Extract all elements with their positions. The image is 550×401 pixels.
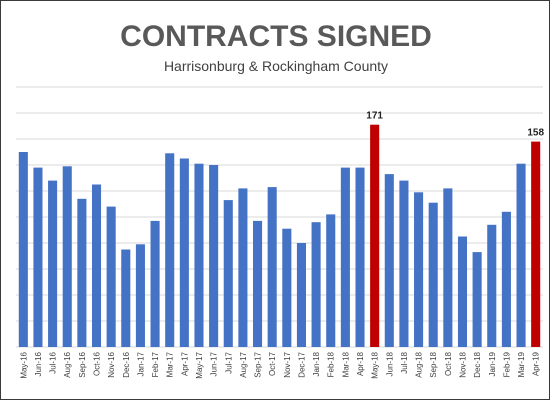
x-tick-label: Apr-18 xyxy=(356,351,365,376)
x-tick-label: Jan-18 xyxy=(312,351,321,376)
bars xyxy=(18,124,541,347)
x-tick-label: Aug-18 xyxy=(415,351,424,377)
x-tick-label: Jul-18 xyxy=(400,351,409,373)
bar-aug-18 xyxy=(414,192,424,347)
data-label-may-18: 171 xyxy=(366,111,383,122)
x-tick-label: May-18 xyxy=(371,351,380,378)
x-tick-label: Mar-17 xyxy=(166,351,175,377)
x-tick-label: Aug-16 xyxy=(63,351,72,377)
bar-dec-16 xyxy=(121,249,131,347)
x-axis-tick-labels: May-16 Jun-16 Jul-16 Aug-16 Sep-16 Oct-16 Nov-… xyxy=(19,351,540,378)
bar-nov-18 xyxy=(457,236,468,347)
x-tick-label: Nov-17 xyxy=(283,351,292,377)
bar-oct-16 xyxy=(91,184,102,347)
x-tick-label: Nov-18 xyxy=(458,351,467,377)
bar-may-18 xyxy=(370,124,380,347)
x-tick-label: Feb-18 xyxy=(327,351,336,377)
gridlines xyxy=(16,86,543,348)
bar-apr-19 xyxy=(531,141,541,347)
bar-jul-16 xyxy=(48,180,58,347)
data-labels: 171 158 xyxy=(366,111,544,139)
x-tick-label: Jul-16 xyxy=(49,351,58,373)
bar-may-17 xyxy=(194,163,204,347)
chart-title: CONTRACTS SIGNED xyxy=(120,20,432,53)
x-tick-label: Oct-17 xyxy=(268,351,277,376)
bar-feb-19 xyxy=(501,211,511,347)
bar-jan-19 xyxy=(487,224,497,347)
bar-feb-17 xyxy=(150,220,160,347)
bar-aug-16 xyxy=(62,166,72,347)
x-tick-label: Apr-19 xyxy=(532,351,541,376)
bar-nov-16 xyxy=(106,206,116,347)
bar-feb-18 xyxy=(326,214,336,347)
bar-aug-17 xyxy=(238,188,248,347)
bar-sep-16 xyxy=(77,198,87,347)
bar-sep-17 xyxy=(253,220,263,347)
bar-may-16 xyxy=(18,152,28,347)
bar-mar-17 xyxy=(165,153,175,347)
x-tick-label: Jun-16 xyxy=(34,351,43,376)
x-tick-label: Mar-18 xyxy=(341,351,350,377)
x-tick-label: Nov-16 xyxy=(107,351,116,377)
x-tick-label: Oct-18 xyxy=(444,351,453,376)
bar-dec-18 xyxy=(472,252,482,347)
x-tick-label: Jan-17 xyxy=(136,351,145,376)
x-tick-label: Jun-18 xyxy=(385,351,394,376)
x-tick-label: Aug-17 xyxy=(239,351,248,377)
bar-mar-18 xyxy=(340,167,350,347)
x-tick-label: Dec-17 xyxy=(297,351,306,377)
bar-oct-18 xyxy=(443,188,453,347)
bar-jul-18 xyxy=(399,180,409,347)
x-tick-label: May-17 xyxy=(195,351,204,378)
x-tick-label: Oct-16 xyxy=(93,351,102,376)
x-tick-label: Jan-19 xyxy=(488,351,497,376)
bar-apr-18 xyxy=(355,167,365,347)
bar-jan-18 xyxy=(311,222,321,347)
bar-jun-17 xyxy=(209,165,219,347)
bar-jan-17 xyxy=(135,244,145,347)
data-label-apr-19: 158 xyxy=(527,128,544,139)
bar-sep-18 xyxy=(428,202,438,347)
chart-subtitle: Harrisonburg & Rockingham County xyxy=(164,58,388,74)
bar-jun-16 xyxy=(33,167,43,347)
x-tick-label: May-16 xyxy=(19,351,28,378)
x-tick-label: Sep-18 xyxy=(429,351,438,377)
x-tick-label: Mar-19 xyxy=(517,351,526,377)
bar-dec-17 xyxy=(296,243,306,347)
x-tick-label: Sep-17 xyxy=(254,351,263,377)
x-tick-label: Sep-16 xyxy=(78,351,87,377)
x-tick-label: Apr-17 xyxy=(180,351,189,376)
x-tick-label: Feb-19 xyxy=(502,351,511,377)
bar-oct-17 xyxy=(267,187,277,347)
x-tick-label: Jul-17 xyxy=(224,351,233,373)
x-tick-label: Dec-16 xyxy=(122,351,131,377)
bar-mar-19 xyxy=(516,163,526,347)
bar-jun-18 xyxy=(384,174,394,347)
x-tick-label: Dec-18 xyxy=(473,351,482,377)
bar-apr-17 xyxy=(179,158,189,347)
bar-nov-17 xyxy=(282,228,292,347)
bar-jul-17 xyxy=(223,200,233,347)
x-tick-label: Jun-17 xyxy=(210,351,219,376)
x-tick-label: Feb-17 xyxy=(151,351,160,377)
